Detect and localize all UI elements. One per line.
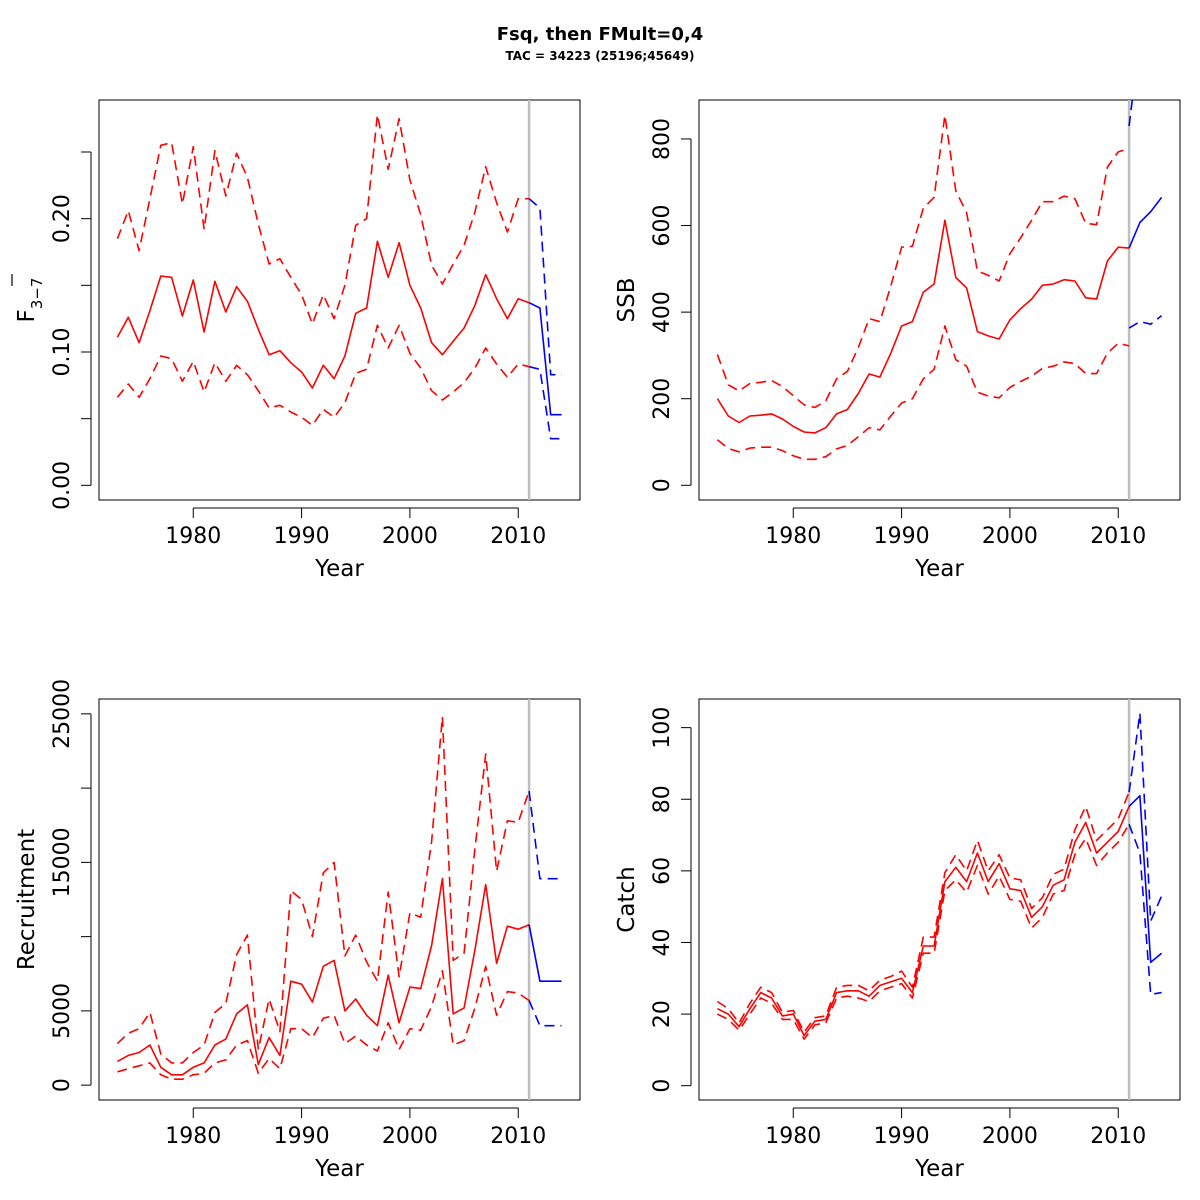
recruitment-x-tick-label: 2010 [490, 1124, 546, 1149]
catch-x-axis-label: Year [914, 1156, 964, 1182]
figure-subtitle: TAC = 34223 (25196;45649) [506, 49, 695, 63]
recruitment-y-tick-label: 0 [50, 1078, 75, 1092]
panels: 1980 1990 2000 2010Year0.000.100.20F3−71980… [11, 99, 1181, 1182]
recruitment-plot-frame [98, 698, 581, 1101]
figure-title: Fsq, then FMult=0,4 [497, 24, 703, 45]
catch-y-tick-label: 80 [650, 785, 675, 813]
ssb-y-axis-label: SSB [614, 278, 640, 323]
recruitment-series-group [116, 715, 562, 1080]
catch-series-forecast [1128, 794, 1163, 964]
catch-y-tick-label: 100 [650, 707, 675, 749]
recruitment-series-forecast-upper [528, 791, 562, 880]
ssb-y-tick-label: 0 [650, 478, 675, 492]
catch-series-estimate [717, 806, 1130, 1037]
ssb-series-group [716, 100, 1163, 461]
recruitment-series-upper [116, 715, 530, 1064]
panel-catch: 1980 1990 2000 2010 Year 0 20 40 60 80 100 Catch [614, 698, 1181, 1182]
f-y-tick-label: 0.20 [50, 194, 75, 243]
f-series-estimate [116, 240, 530, 389]
recruitment-y-tick-label: 15000 [50, 827, 75, 897]
catch-plot-frame [698, 698, 1181, 1101]
recruitment-y-tick-label: 25000 [50, 679, 75, 749]
f-y-axis-label-subscript: 3−7 [28, 278, 46, 310]
f-series-forecast-upper [528, 198, 562, 376]
recruitment-series-forecast-lower [528, 1000, 562, 1027]
f-series-upper [116, 113, 530, 325]
catch-series-forecast-upper [1128, 712, 1163, 922]
ssb-series-lower [716, 325, 1130, 461]
f-series-lower [116, 324, 530, 427]
ssb-y-tick-label: 600 [650, 205, 675, 247]
catch-y-tick-label: 0 [650, 1079, 675, 1093]
ssb-y-tick-label: 800 [650, 118, 675, 160]
ssb-y-tick-label: 400 [650, 291, 675, 333]
catch-x-tick-label: 2010 [1090, 1124, 1146, 1149]
ssb-series-forecast-upper [1128, 100, 1134, 127]
f-x-tick-label: 1990 [274, 524, 330, 549]
recruitment-series-estimate [117, 877, 530, 1076]
recruitment-y-axis-label: Recruitment [14, 829, 40, 970]
ssb-x-tick-label: 1990 [874, 524, 930, 549]
f-x-tick-label: 2000 [382, 524, 438, 549]
f-series-forecast-lower [528, 365, 562, 440]
ssb-series-forecast-lower [1128, 314, 1163, 329]
f-y-tick-label: 0.10 [50, 328, 75, 377]
catch-x-tick-label: 1980 [765, 1124, 821, 1149]
recruitment-y-tick-label: 5000 [50, 983, 75, 1039]
catch-y-tick-label: 40 [650, 928, 675, 956]
catch-y-axis-label: Catch [614, 866, 640, 932]
f-series-forecast [528, 301, 562, 416]
ssb-series-estimate [716, 219, 1130, 434]
recruitment-series-forecast [528, 924, 562, 983]
ssb-x-tick-label: 2010 [1090, 524, 1146, 549]
f-x-tick-label: 2010 [490, 524, 546, 549]
ssb-y-tick-label: 200 [650, 378, 675, 420]
ssb-series-forecast [1128, 196, 1163, 249]
f-y-tick-label: 0.00 [50, 461, 75, 510]
panel-ssb: 1980 1990 2000 2010 Year 0 200 400 600 800 SSB [614, 99, 1181, 582]
recruitment-x-axis-label: Year [314, 1156, 364, 1182]
ssb-x-axis-label: Year [914, 556, 964, 582]
recruitment-x-tick-label: 1980 [165, 1124, 221, 1149]
ssb-x-tick-label: 2000 [982, 524, 1038, 549]
catch-series-group [716, 712, 1163, 1040]
ssb-series-upper [716, 114, 1130, 409]
f-series-group [116, 113, 562, 440]
catch-x-tick-label: 2000 [982, 1124, 1038, 1149]
recruitment-x-tick-label: 2000 [382, 1124, 438, 1149]
catch-series-forecast-lower [1128, 824, 1162, 996]
catch-y-tick-label: 20 [650, 1000, 675, 1028]
catch-y-tick-label: 60 [650, 857, 675, 885]
f-x-axis-label: Year [314, 556, 364, 582]
f-plot-frame [98, 99, 581, 501]
recruitment-x-tick-label: 1990 [274, 1124, 330, 1149]
ssb-plot-frame [698, 99, 1181, 501]
catch-x-tick-label: 1990 [874, 1124, 930, 1149]
catch-series-lower [717, 823, 1130, 1040]
panel-recruitment: 1980 1990 2000 2010 Year 0 5000 15000 25000 Recru… [14, 679, 581, 1182]
ssb-x-tick-label: 1980 [765, 524, 821, 549]
catch-series-upper [716, 791, 1130, 1033]
f-x-tick-label: 1980 [165, 524, 221, 549]
recruitment-series-lower [117, 965, 530, 1080]
